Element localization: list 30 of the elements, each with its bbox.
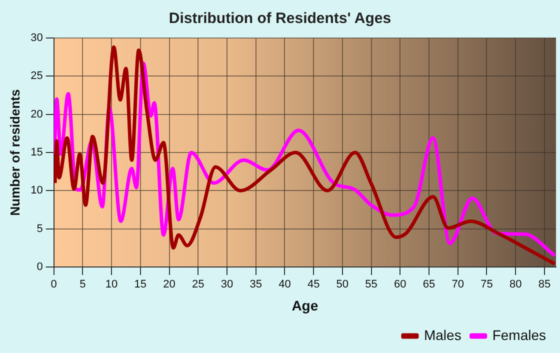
y-tick-label: 25 (30, 70, 43, 82)
x-tick-label: 40 (278, 278, 291, 291)
x-tick-label: 25 (192, 278, 204, 291)
x-tick-label: 20 (163, 278, 176, 291)
x-tick-label: 0 (50, 278, 57, 291)
x-axis-title: Age (292, 297, 318, 314)
chart-title: Distribution of Residents' Ages (168, 10, 392, 28)
y-tick-label: 30 (30, 32, 43, 44)
legend-label: Females (492, 326, 546, 343)
y-tick-label: 0 (36, 261, 43, 274)
x-tick-label: 10 (105, 278, 118, 291)
x-tick-label: 15 (134, 278, 147, 291)
x-tick-label: 50 (336, 278, 349, 291)
x-tick-label: 60 (394, 278, 406, 291)
legend-label: Males (424, 326, 462, 343)
x-tick-label: 65 (422, 278, 436, 291)
x-tick-label: 80 (509, 278, 522, 291)
x-tick-label: 70 (452, 278, 464, 291)
x-tick-label: 55 (365, 278, 378, 291)
y-axis-title: Number of residents (7, 89, 22, 216)
y-tick-label: 20 (30, 108, 43, 120)
y-tick-label: 5 (36, 222, 43, 235)
x-tick-label: 30 (220, 278, 234, 291)
y-tick-label: 10 (30, 184, 43, 197)
x-tick-label: 85 (538, 278, 551, 291)
x-tick-label: 35 (250, 278, 262, 291)
y-tick-label: 15 (30, 146, 43, 159)
x-tick-label: 45 (307, 278, 320, 291)
x-tick-label: 5 (80, 278, 86, 291)
x-tick-label: 75 (480, 278, 493, 291)
